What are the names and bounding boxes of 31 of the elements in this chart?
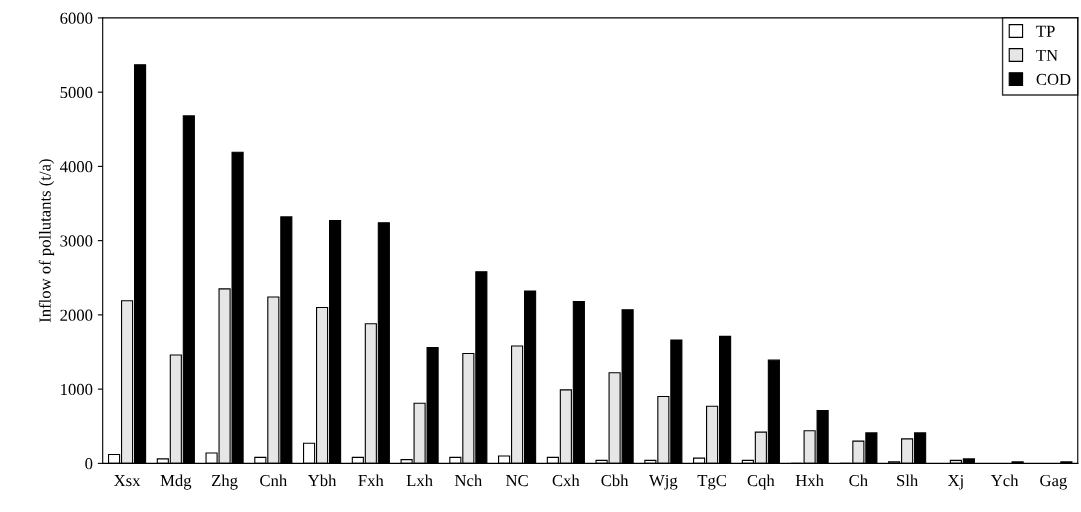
x-tick-label: Ch xyxy=(849,474,868,487)
y-tick-label: 4000 xyxy=(59,161,93,173)
x-tick-label: Nch xyxy=(454,474,483,487)
x-tick-label: Mdg xyxy=(160,474,192,490)
x-tick-label: NC xyxy=(506,475,528,487)
x-tick-label: Hxh xyxy=(795,474,824,487)
x-tick-label: Cxh xyxy=(552,474,580,487)
legend-label: TP xyxy=(1036,25,1055,37)
y-tick-label: 3000 xyxy=(60,235,93,247)
y-axis-title: Inflow of pollutants (t/a) xyxy=(38,159,55,323)
x-tick-label: Xsx xyxy=(114,475,141,487)
y-tick-label: 5000 xyxy=(60,86,93,99)
y-tick-label: 0 xyxy=(85,458,93,470)
x-tick-label: Cqh xyxy=(747,474,775,490)
x-tick-label: Ych xyxy=(990,474,1019,487)
y-tick-label: 1000 xyxy=(61,383,93,396)
legend-label: COD xyxy=(1036,73,1071,86)
x-tick-label: Xj xyxy=(947,475,963,490)
x-tick-label: Gag xyxy=(1040,474,1067,490)
x-tick-label: Cnh xyxy=(260,474,287,487)
x-tick-label: Slh xyxy=(897,474,919,487)
x-tick-label: Lxh xyxy=(406,474,433,487)
y-tick-label: 6000 xyxy=(60,12,93,24)
x-tick-label: Cbh xyxy=(601,474,629,487)
x-tick-label: Ybh xyxy=(307,474,337,487)
x-tick-label: Fxh xyxy=(358,474,384,487)
y-tick-label: 2000 xyxy=(60,309,93,321)
x-tick-label: Wjg xyxy=(649,474,678,490)
legend-label: TN xyxy=(1036,49,1058,61)
x-tick-label: Zhg xyxy=(211,474,238,490)
x-tick-label: TgC xyxy=(697,474,727,490)
